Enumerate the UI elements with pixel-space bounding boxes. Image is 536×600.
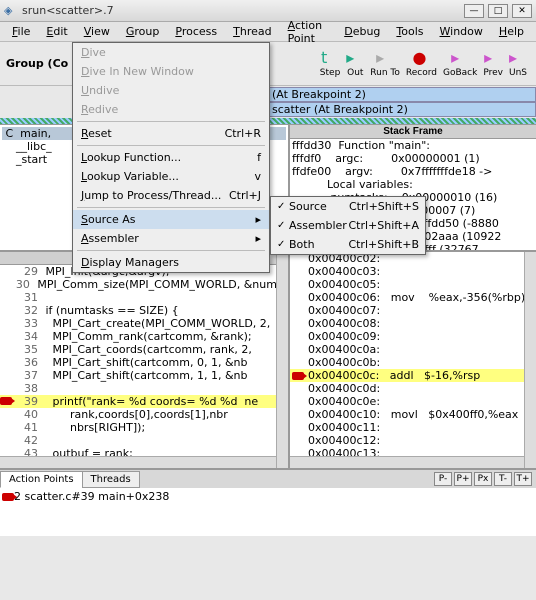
- source-line[interactable]: 39 printf("rank= %d coords= %d %d ne: [0, 395, 288, 408]
- group-label: Group (Co: [6, 57, 68, 70]
- source-line[interactable]: 41 nbrs[RIGHT]);: [0, 421, 288, 434]
- toolbtn-step[interactable]: tStep: [320, 49, 341, 78]
- submenuitem-both[interactable]: ✓BothCtrl+Shift+B: [271, 235, 425, 254]
- maximize-button[interactable]: □: [488, 4, 508, 18]
- window-title: srun<scatter>.7: [22, 4, 464, 17]
- menuitem-lookup-function-[interactable]: Lookup Function...f: [73, 148, 269, 167]
- menu-thread[interactable]: Thread: [225, 23, 279, 40]
- menu-file[interactable]: File: [4, 23, 38, 40]
- action-point-row[interactable]: 2 scatter.c#39 main+0x238: [14, 490, 169, 503]
- source-hscroll[interactable]: [0, 456, 276, 468]
- toolbtn-prev[interactable]: ▸Prev: [483, 49, 503, 78]
- stack-frame-header: Stack Frame: [290, 125, 536, 139]
- asm-line[interactable]: 0x00400c03:: [290, 265, 536, 278]
- stackframe-row[interactable]: fffdf0 argc: 0x00000001 (1): [290, 152, 536, 165]
- menu-group[interactable]: Group: [118, 23, 168, 40]
- menuitem-dive: Dive: [73, 43, 269, 62]
- menu-window[interactable]: Window: [432, 23, 491, 40]
- tab-action-points[interactable]: Action Points: [0, 471, 83, 488]
- menuitem-reset[interactable]: ResetCtrl+R: [73, 124, 269, 143]
- menuitem-redive: Redive: [73, 100, 269, 119]
- navbtn-p+[interactable]: P+: [454, 472, 472, 486]
- view-menu-dropdown: DiveDive In New WindowUndiveRedive ResetC…: [72, 42, 270, 273]
- source-line[interactable]: 31: [0, 291, 288, 304]
- source-line[interactable]: 42: [0, 434, 288, 447]
- asm-line[interactable]: 0x00400c0c: addl $-16,%rsp: [290, 369, 536, 382]
- source-line[interactable]: 30 MPI_Comm_size(MPI_COMM_WORLD, &numta: [0, 278, 288, 291]
- asm-line[interactable]: 0x00400c10: movl $0x400ff0,%eax: [290, 408, 536, 421]
- menuitem-jump-to-process-thread-[interactable]: Jump to Process/Thread...Ctrl+J: [73, 186, 269, 205]
- menuitem-lookup-variable-[interactable]: Lookup Variable...v: [73, 167, 269, 186]
- navbtn-px[interactable]: Px: [474, 472, 492, 486]
- stackframe-row[interactable]: ffdfe00 argv: 0x7fffffffde18 ->: [290, 165, 536, 178]
- stackframe-row[interactable]: fffdd30 Function "main":: [290, 139, 536, 152]
- toolbtn-run to[interactable]: ▸Run To: [370, 49, 400, 78]
- menuitem-display-managers[interactable]: Display Managers: [73, 253, 269, 272]
- menubar: FileEditViewGroupProcessThreadAction Poi…: [0, 22, 536, 42]
- menu-tools[interactable]: Tools: [388, 23, 431, 40]
- menu-edit[interactable]: Edit: [38, 23, 75, 40]
- source-line[interactable]: 33 MPI_Cart_create(MPI_COMM_WORLD, 2,: [0, 317, 288, 330]
- menu-process[interactable]: Process: [167, 23, 225, 40]
- toolbtn-goback[interactable]: ▸GoBack: [443, 49, 477, 78]
- menuitem-dive-in-new-window: Dive In New Window: [73, 62, 269, 81]
- asm-line[interactable]: 0x00400c0e:: [290, 395, 536, 408]
- bottom-panel: Action Points Threads P-P+PxT-T+ 2 scatt…: [0, 468, 536, 536]
- source-line[interactable]: 38: [0, 382, 288, 395]
- titlebar: ◈ srun<scatter>.7 — □ ✕: [0, 0, 536, 22]
- source-line[interactable]: 32 if (numtasks == SIZE) {: [0, 304, 288, 317]
- menuitem-source-as[interactable]: Source As▸: [73, 210, 269, 229]
- tab-threads[interactable]: Threads: [82, 471, 140, 488]
- stackframe-row[interactable]: Local variables:: [290, 178, 536, 191]
- asm-pane[interactable]: 0x00400c02:0x00400c03:0x00400c05:0x00400…: [290, 252, 536, 468]
- source-line[interactable]: 35 MPI_Cart_coords(cartcomm, rank, 2,: [0, 343, 288, 356]
- menu-view[interactable]: View: [76, 23, 118, 40]
- status-thread-state: scatter (At Breakpoint 2): [269, 102, 536, 117]
- asm-line[interactable]: 0x00400c11:: [290, 421, 536, 434]
- menuitem-undive: Undive: [73, 81, 269, 100]
- navbtn-t-[interactable]: T-: [494, 472, 512, 486]
- submenuitem-source[interactable]: ✓SourceCtrl+Shift+S: [271, 197, 425, 216]
- app-icon: ◈: [4, 4, 18, 18]
- asm-line[interactable]: 0x00400c08:: [290, 317, 536, 330]
- menu-action-point[interactable]: Action Point: [280, 17, 337, 47]
- navbtn-p-[interactable]: P-: [434, 472, 452, 486]
- toolbtn-record[interactable]: ●Record: [406, 49, 437, 78]
- source-line[interactable]: 40 rank,coords[0],coords[1],nbr: [0, 408, 288, 421]
- asm-line[interactable]: 0x00400c12:: [290, 434, 536, 447]
- close-button[interactable]: ✕: [512, 4, 532, 18]
- asm-vscroll[interactable]: [524, 252, 536, 468]
- action-points-pane[interactable]: 2 scatter.c#39 main+0x238: [0, 488, 536, 536]
- toolbtn-uns[interactable]: ▸UnS: [509, 49, 527, 78]
- asm-line[interactable]: 0x00400c0a:: [290, 343, 536, 356]
- asm-line[interactable]: 0x00400c0b:: [290, 356, 536, 369]
- asm-line[interactable]: 0x00400c09:: [290, 330, 536, 343]
- menuitem-assembler[interactable]: Assembler▸: [73, 229, 269, 248]
- asm-line[interactable]: 0x00400c05:: [290, 278, 536, 291]
- source-line[interactable]: 37 MPI_Cart_shift(cartcomm, 1, 1, &nb: [0, 369, 288, 382]
- source-vscroll[interactable]: [276, 252, 288, 468]
- asm-line[interactable]: 0x00400c06: mov %eax,-356(%rbp): [290, 291, 536, 304]
- status-proc-state: (At Breakpoint 2): [269, 87, 536, 102]
- submenuitem-assembler[interactable]: ✓AssemblerCtrl+Shift+A: [271, 216, 425, 235]
- toolbtn-out[interactable]: ▸Out: [346, 49, 364, 78]
- source-line[interactable]: 34 MPI_Comm_rank(cartcomm, &rank);: [0, 330, 288, 343]
- asm-line[interactable]: 0x00400c0d:: [290, 382, 536, 395]
- source-as-submenu: ✓SourceCtrl+Shift+S✓AssemblerCtrl+Shift+…: [270, 196, 426, 255]
- asm-line[interactable]: 0x00400c07:: [290, 304, 536, 317]
- navbtn-t+[interactable]: T+: [514, 472, 532, 486]
- source-pane[interactable]: Function main in sc 29 MPI_Init(&argc,&a…: [0, 252, 290, 468]
- asm-hscroll[interactable]: [290, 456, 524, 468]
- breakpoint-icon[interactable]: [2, 493, 14, 501]
- source-line[interactable]: 36 MPI_Cart_shift(cartcomm, 0, 1, &nb: [0, 356, 288, 369]
- minimize-button[interactable]: —: [464, 4, 484, 18]
- menu-help[interactable]: Help: [491, 23, 532, 40]
- menu-debug[interactable]: Debug: [336, 23, 388, 40]
